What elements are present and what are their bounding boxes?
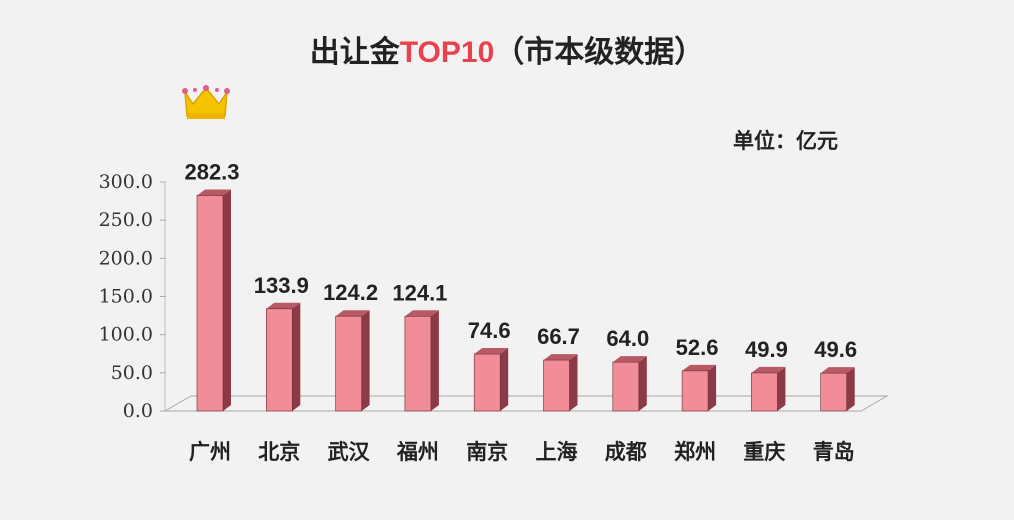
bar-top <box>335 310 370 317</box>
bar <box>681 364 717 412</box>
bar-top <box>543 354 578 361</box>
bar <box>473 348 509 412</box>
bar <box>196 189 231 412</box>
chart-title: 出让金TOP10（市本级数据） <box>310 35 705 69</box>
bar-side <box>638 356 647 411</box>
category-label: 重庆 <box>743 440 785 464</box>
bar-front <box>335 315 362 412</box>
bar-top <box>197 189 231 196</box>
title-accent: TOP10 <box>400 36 495 69</box>
bar <box>335 310 370 412</box>
crown-icon <box>182 85 230 119</box>
bar-top <box>266 302 301 309</box>
value-label: 64.0 <box>606 326 649 351</box>
y-tick-label: 100.0 <box>99 324 153 346</box>
y-tick-label: 250.0 <box>99 209 153 231</box>
bar <box>751 366 786 412</box>
bar <box>820 367 855 412</box>
bar-side <box>777 366 786 411</box>
bar-side <box>500 348 509 411</box>
bars <box>196 189 855 412</box>
value-label: 133.9 <box>254 273 309 298</box>
category-label: 广州 <box>189 440 231 464</box>
bar-front <box>473 353 501 412</box>
value-label: 124.1 <box>392 280 447 305</box>
bar-side <box>708 364 717 411</box>
y-tick-label: 150.0 <box>99 286 153 308</box>
category-label: 南京 <box>466 440 508 464</box>
bar-top <box>612 356 647 363</box>
bar-front <box>751 372 778 412</box>
bar-side <box>430 310 439 411</box>
bar-front <box>612 361 640 412</box>
category-label: 青岛 <box>813 440 855 464</box>
bar-front <box>196 195 224 412</box>
bar-front <box>265 308 293 412</box>
bar-top <box>682 364 717 371</box>
category-label: 北京 <box>258 440 300 464</box>
value-label: 66.7 <box>537 324 580 349</box>
bar-front <box>820 372 848 412</box>
value-label: 74.6 <box>468 318 511 343</box>
bar-front <box>543 359 570 412</box>
y-tick-label: 0.0 <box>123 400 153 422</box>
bar <box>612 356 647 412</box>
value-label: 124.2 <box>323 280 378 305</box>
bar-top <box>404 310 439 317</box>
bar-front <box>404 315 432 412</box>
y-tick-label: 200.0 <box>99 247 153 269</box>
bar-side <box>361 310 370 411</box>
unit-label: 单位：亿元 <box>733 129 838 153</box>
category-label: 武汉 <box>328 441 371 464</box>
value-labels: 282.3 133.9 124.2 124.1 74.6 66.7 64.0 52.6 49.9… <box>184 160 857 363</box>
y-tick-label: 50.0 <box>111 362 153 384</box>
value-label: 52.6 <box>676 335 719 360</box>
bar-top <box>820 367 855 374</box>
value-label: 282.3 <box>184 160 239 185</box>
bar <box>265 302 301 412</box>
bar-side <box>569 354 578 411</box>
y-tick-label: 300.0 <box>99 171 153 193</box>
bar-side <box>223 189 231 411</box>
bar-side <box>292 302 301 411</box>
bar <box>543 354 578 412</box>
x-axis-categories: 广州 北京 武汉 福州 南京 上海 成都 郑州 重庆 青岛 <box>189 440 855 464</box>
title-main: 出让金 <box>310 35 401 69</box>
bar-front <box>681 370 709 412</box>
category-label: 成都 <box>605 440 647 464</box>
category-label: 郑州 <box>674 441 716 464</box>
bar-top <box>474 348 509 355</box>
title-suffix: （市本级数据） <box>494 35 704 69</box>
y-axis-ticks: 0.0 50.0 100.0 150.0 200.0 250.0 300.0 <box>99 171 166 422</box>
category-label: 上海 <box>536 440 578 464</box>
bar <box>404 310 439 412</box>
bar-top <box>751 366 786 373</box>
category-label: 福州 <box>396 441 439 464</box>
value-label: 49.9 <box>745 337 788 362</box>
value-label: 49.6 <box>814 337 857 362</box>
bar-side <box>846 367 855 411</box>
